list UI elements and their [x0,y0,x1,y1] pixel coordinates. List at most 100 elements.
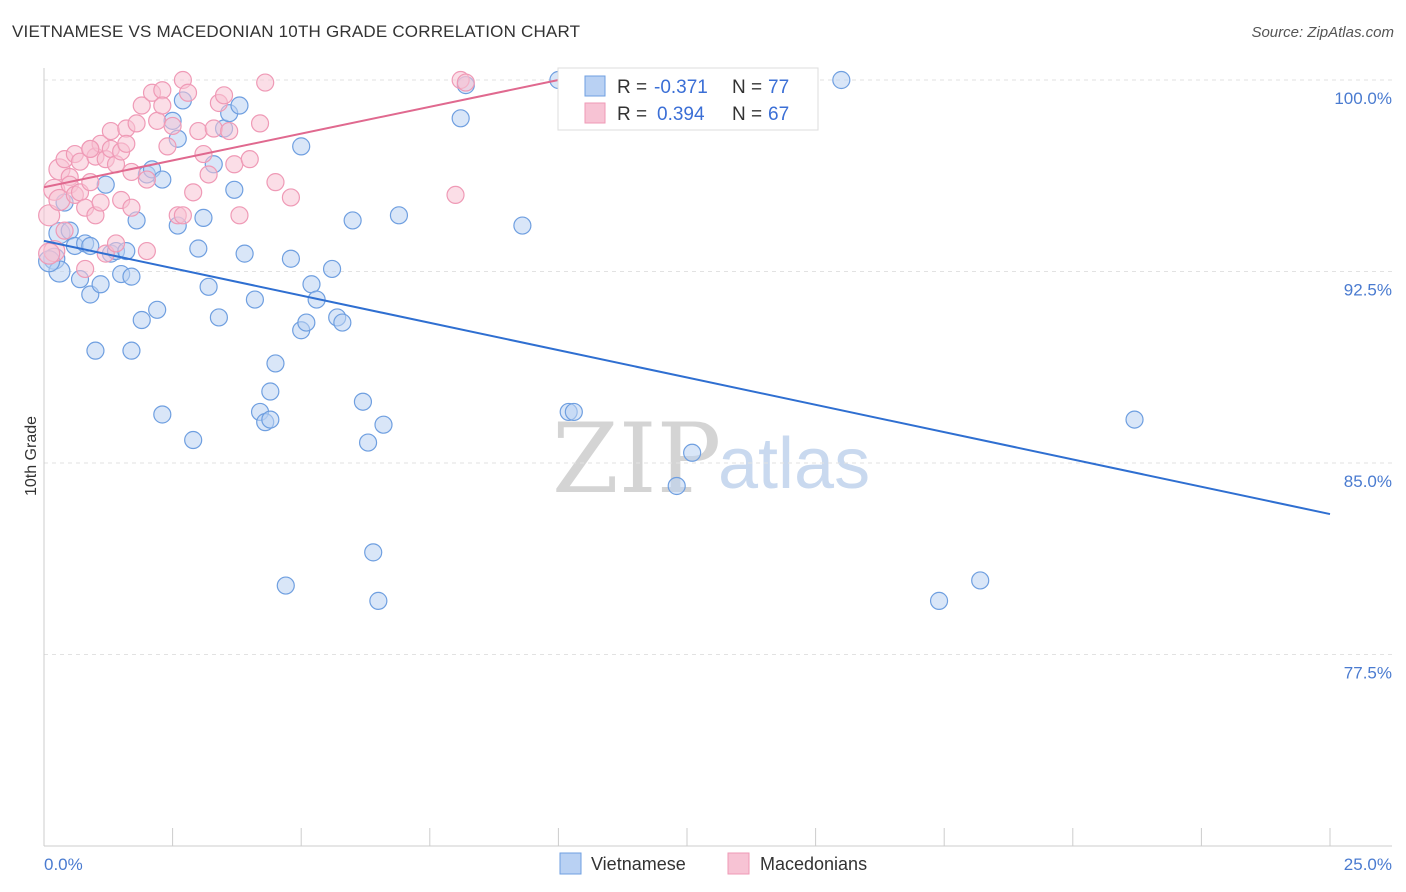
point-vietnamese-47 [276,576,295,595]
point-macedonians-23 [101,121,120,141]
legend-swatch-vietnamese [584,75,606,97]
series-legend-swatch-macedonians [727,852,750,875]
point-macedonians-57 [240,150,259,169]
point-vietnamese-25 [153,405,172,424]
legend-r-value-vietnamese: -0.371 [654,77,708,98]
point-vietnamese-32 [194,208,213,227]
chart-title: VIETNAMESE VS MACEDONIAN 10TH GRADE CORR… [12,22,581,41]
legend-swatch-macedonians [584,102,606,124]
point-vietnamese-52 [302,275,321,294]
point-vietnamese-75 [1125,410,1144,429]
point-vietnamese-48 [281,249,301,268]
point-macedonians-34 [132,96,151,115]
series-legend-label-vietnamese: Vietnamese [591,854,686,874]
point-vietnamese-11 [91,275,110,294]
point-vietnamese-23 [148,300,167,319]
point-macedonians-50 [199,165,218,184]
point-vietnamese-35 [209,308,228,327]
point-macedonians-31 [122,162,141,182]
point-macedonians-42 [163,116,182,136]
point-vietnamese-39 [230,96,249,115]
points-layer [38,70,1144,610]
y-axis-label: 10th Grade [23,416,40,496]
point-macedonians-45 [173,206,192,225]
point-macedonians-33 [127,114,146,133]
legend-n-label-vietnamese: N = [732,77,762,98]
point-macedonians-60 [266,173,285,192]
trendline-macedonians [43,79,559,189]
point-macedonians-35 [137,170,156,189]
y-tick-label-3: 100.0% [1334,89,1392,108]
point-vietnamese-73 [929,591,949,610]
x-tick-label-max: 25.0% [1344,855,1392,874]
point-vietnamese-59 [358,433,378,452]
point-vietnamese-62 [374,415,393,434]
point-macedonians-32 [122,198,141,217]
point-vietnamese-57 [343,211,362,230]
point-macedonians-20 [91,193,110,212]
point-vietnamese-24 [153,170,172,189]
y-tick-label-1: 85.0% [1344,472,1392,491]
point-vietnamese-70 [667,476,686,496]
point-macedonians-30 [117,134,136,153]
point-macedonians-47 [184,183,203,202]
chart-source: Source: ZipAtlas.com [1251,24,1394,41]
point-vietnamese-45 [261,382,280,401]
point-vietnamese-20 [132,310,151,330]
point-macedonians-46 [178,83,198,102]
point-macedonians-38 [148,111,167,130]
point-macedonians-40 [153,96,172,115]
point-vietnamese-44 [261,410,280,429]
series-legend-label-macedonians: Macedonians [760,854,867,874]
point-macedonians-39 [153,81,172,100]
point-macedonians-41 [158,137,177,156]
point-vietnamese-40 [235,244,254,263]
point-macedonians-61 [281,188,301,207]
x-tick-labels: 0.0% 25.0% [44,855,1392,874]
point-vietnamese-64 [451,109,470,128]
point-vietnamese-31 [189,239,208,258]
point-macedonians-25 [106,234,126,253]
point-macedonians-65 [38,242,61,265]
legend-n-value-vietnamese: 77 [768,77,789,98]
legend-n-value-macedonians: 67 [768,104,789,125]
point-macedonians-36 [137,241,156,261]
axis-layer [43,68,1392,847]
point-macedonians-53 [214,86,234,105]
point-vietnamese-58 [353,392,373,411]
point-vietnamese-46 [266,354,285,373]
point-vietnamese-30 [184,430,203,450]
point-macedonians-55 [225,155,244,174]
point-macedonians-6 [55,221,74,240]
point-vietnamese-33 [199,277,218,296]
trendline-vietnamese [43,239,1331,516]
point-vietnamese-17 [122,267,141,286]
y-tick-label-2: 92.5% [1344,281,1392,300]
point-vietnamese-18 [122,341,141,360]
legend-r-label-vietnamese: R = [617,77,647,98]
point-macedonians-51 [204,119,223,138]
legend-r-label-macedonians: R = [617,104,647,125]
point-vietnamese-74 [971,571,990,590]
point-macedonians-58 [250,114,270,133]
point-vietnamese-51 [297,313,316,332]
point-macedonians-62 [446,185,465,204]
point-vietnamese-66 [513,216,532,235]
point-vietnamese-10 [86,341,105,360]
point-macedonians-14 [76,259,95,279]
y-tick-label-0: 77.5% [1344,664,1392,683]
watermark-atlas: atlas [718,424,870,504]
point-vietnamese-71 [683,443,702,462]
point-vietnamese-49 [292,137,311,156]
legend-n-label-macedonians: N = [732,104,762,125]
series-legend-swatch-vietnamese [559,852,582,875]
point-vietnamese-56 [333,313,352,332]
series-legend: Vietnamese Macedonians [559,852,867,875]
point-macedonians-66 [81,139,100,159]
stats-legend: R = -0.371 N = 77 R = 0.394 N = 67 [557,67,819,131]
point-macedonians-0 [38,204,61,227]
y-tick-labels: 77.5% 85.0% 92.5% 100.0% [1334,89,1392,683]
point-vietnamese-63 [389,206,409,225]
point-vietnamese-38 [225,180,244,199]
point-macedonians-48 [189,121,208,141]
